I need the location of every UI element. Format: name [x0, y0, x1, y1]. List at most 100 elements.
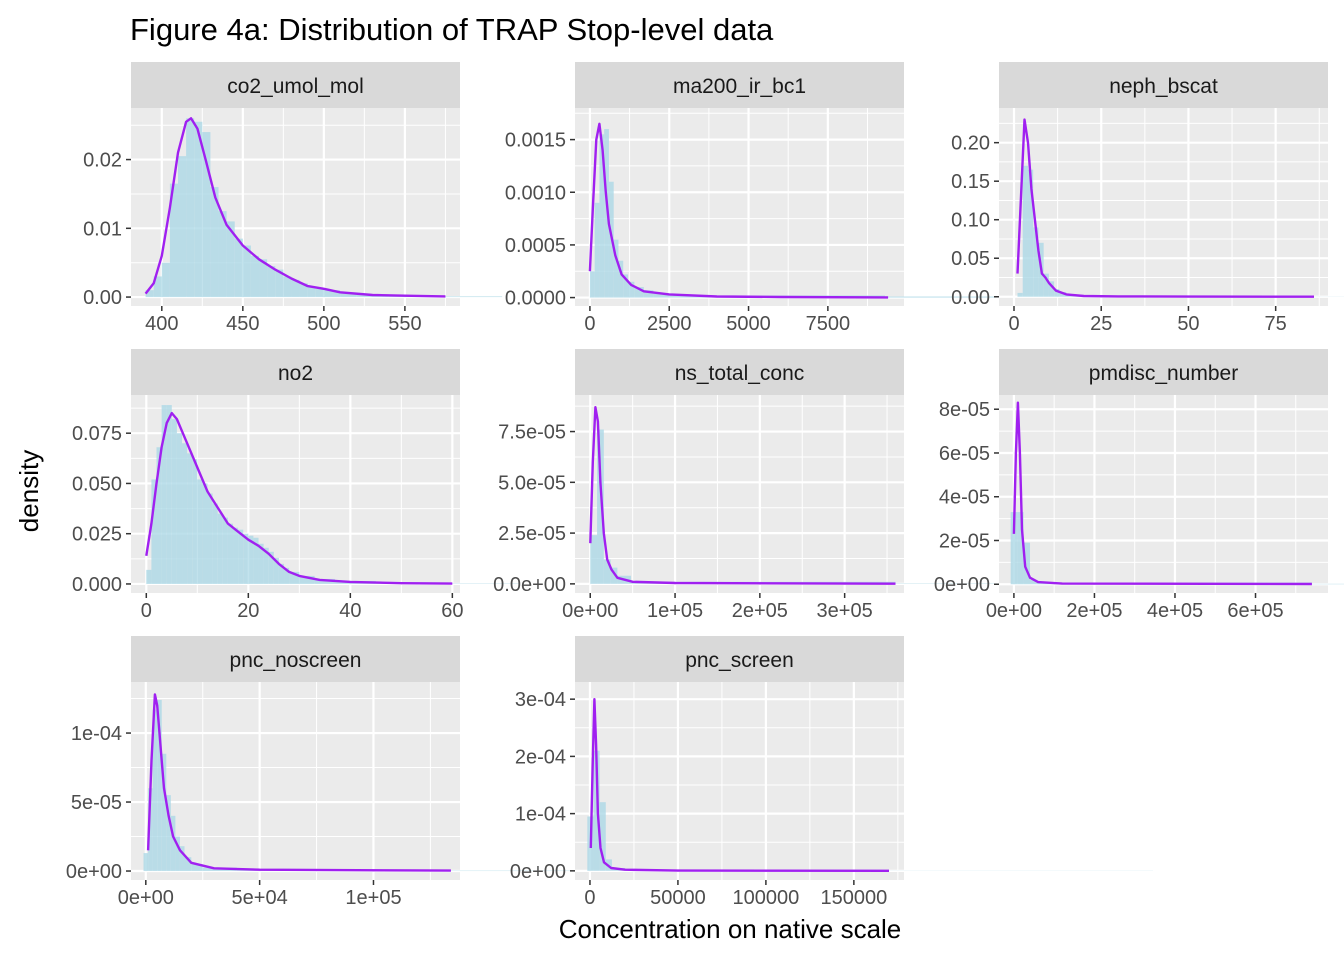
- histogram-bar: [192, 459, 198, 584]
- histogram-bar: [613, 239, 619, 298]
- x-tick-label: 150000: [820, 887, 887, 909]
- histogram-bar: [1017, 292, 1023, 297]
- density-curve: [589, 698, 890, 872]
- x-tick-label: 50000: [650, 887, 706, 909]
- histogram-bar: [299, 575, 315, 584]
- histogram-bar: [1027, 169, 1034, 297]
- histogram-bar: [218, 211, 227, 298]
- histogram-bar: [593, 750, 600, 871]
- x-tick-label: 5000: [726, 313, 771, 335]
- y-tick-label: 1e-04: [515, 804, 566, 826]
- histogram-bar: [166, 795, 171, 872]
- y-tick-label: 0.000: [72, 574, 122, 596]
- x-tick-label: 400: [145, 313, 178, 335]
- y-tick-label: 0.05: [951, 248, 990, 270]
- facet-panel-co2_umol_mol: co2_umol_mol 400 450 500 550 0.00 0.01 0.02: [83, 62, 503, 335]
- histogram-bar: [146, 569, 152, 584]
- x-tick-label: 2e+05: [732, 600, 788, 622]
- y-tick-label: 5e-05: [71, 792, 122, 814]
- y-tick-label: 0.025: [72, 524, 122, 546]
- y-tick-label: 0.00: [83, 287, 122, 309]
- panel-background: [999, 395, 1328, 593]
- panel-background: [131, 682, 460, 880]
- histogram-bar: [1022, 165, 1028, 297]
- histogram-bar: [186, 118, 195, 298]
- facet-strip-label: pnc_noscreen: [230, 649, 362, 672]
- x-tick-label: 2e+05: [1066, 600, 1122, 622]
- x-axis-label: Concentration on native scale: [559, 914, 902, 944]
- histogram-bar: [643, 290, 654, 298]
- y-tick-label: 0.02: [83, 150, 122, 172]
- x-tick-label: 25: [1090, 313, 1112, 335]
- histogram-bar: [599, 802, 606, 871]
- facet-strip: [131, 62, 460, 108]
- histogram-bar: [176, 433, 183, 584]
- histogram-bar: [253, 537, 259, 584]
- histogram-bar: [248, 535, 254, 584]
- y-tick-label: 0.0e+00: [493, 574, 566, 596]
- x-tick-label: 4e+05: [1147, 600, 1203, 622]
- x-tick-label: 0: [141, 600, 152, 622]
- histogram-bar: [178, 156, 187, 298]
- x-tick-label: 0: [1008, 313, 1019, 335]
- histogram-bar: [884, 296, 1101, 298]
- histogram-bar: [157, 699, 162, 872]
- y-axis-label: density: [14, 450, 44, 532]
- histogram-bar: [284, 567, 290, 584]
- panel-background: [575, 682, 904, 880]
- density-curve: [1012, 401, 1312, 586]
- histogram-bar: [234, 238, 243, 298]
- y-tick-label: 1e-04: [71, 723, 122, 745]
- histogram-bar: [182, 443, 188, 584]
- density-curve: [145, 411, 453, 585]
- histogram-bar: [1048, 281, 1055, 297]
- histogram-bar: [263, 547, 269, 584]
- histogram-bar: [1033, 227, 1039, 297]
- histogram-bar: [1017, 512, 1024, 585]
- histogram-bar: [197, 479, 203, 584]
- histogram-bar: [278, 563, 285, 584]
- facet-panel-ns_total_conc: ns_total_conc 0e+00 1e+05 2e+05 3e+05 0.0e+00…: [493, 349, 1161, 622]
- histogram-bar: [166, 405, 172, 584]
- y-tick-label: 7.5e-05: [498, 422, 566, 444]
- y-tick-label: 2e-05: [939, 530, 990, 552]
- histogram-bar: [315, 288, 324, 298]
- facet-panel-pnc_noscreen: pnc_noscreen 0e+00 5e+04 1e+05 0e+00 5e-05 1e-…: [66, 636, 665, 909]
- x-tick-label: 60: [441, 600, 463, 622]
- histogram-bar: [1030, 579, 1037, 585]
- histogram-bar: [590, 535, 598, 584]
- y-tick-label: 2e-04: [515, 746, 566, 768]
- histogram-bar: [1043, 273, 1049, 297]
- x-tick-label: 20: [237, 600, 259, 622]
- panel-background: [999, 108, 1328, 306]
- y-tick-label: 0.0000: [505, 288, 566, 310]
- histogram-bar: [250, 255, 260, 298]
- facet-panel-neph_bscat: neph_bscat 0 25 50 75 0.00 0.05 0.10 0.15 0.20: [951, 62, 1344, 335]
- x-tick-label: 100000: [733, 887, 800, 909]
- histogram-bar: [161, 405, 167, 584]
- density-curve: [588, 122, 889, 299]
- y-tick-label: 0.10: [951, 210, 990, 232]
- histogram-bar: [1010, 512, 1018, 585]
- facet-strip: [575, 636, 904, 682]
- y-tick-label: 2.5e-05: [498, 523, 566, 545]
- x-tick-label: 0e+00: [562, 600, 618, 622]
- histogram-bar: [242, 245, 251, 298]
- histogram-bar: [599, 134, 605, 298]
- x-tick-label: 0e+00: [986, 600, 1042, 622]
- histogram-bar: [151, 479, 157, 584]
- histogram-bar: [258, 543, 264, 584]
- histogram-bar: [238, 529, 244, 584]
- histogram-bar: [156, 447, 162, 584]
- histogram-bar: [603, 559, 611, 584]
- x-tick-label: 500: [307, 313, 340, 335]
- histogram-bar: [169, 183, 178, 298]
- histogram-bar: [207, 493, 213, 584]
- x-tick-label: 3e+05: [817, 600, 873, 622]
- facet-strip-label: neph_bscat: [1109, 75, 1218, 98]
- x-tick-label: 2500: [647, 313, 692, 335]
- facet-strip-label: no2: [278, 362, 313, 385]
- density-curve: [146, 693, 451, 872]
- histogram-bar: [589, 271, 595, 298]
